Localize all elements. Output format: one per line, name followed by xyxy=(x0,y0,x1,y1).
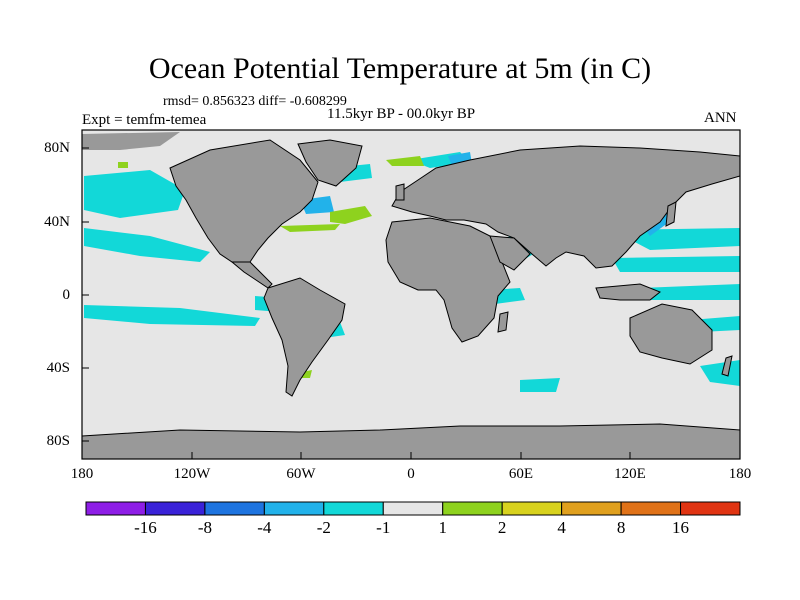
green-anomaly-patches xyxy=(118,156,424,378)
y-tick-80s: 80S xyxy=(46,433,70,449)
x-tick-0: 0 xyxy=(407,466,415,482)
antarctica xyxy=(82,423,740,459)
x-tick-60e: 60E xyxy=(508,466,534,482)
season-label: ANN xyxy=(704,110,737,126)
colorbar-label: -16 xyxy=(134,518,157,537)
colorbar-swatch xyxy=(144,501,206,516)
x-tick-60w: 60W xyxy=(286,466,316,482)
british-isles xyxy=(395,183,405,201)
colorbar-label: 16 xyxy=(672,518,690,537)
experiment-label: Expt = temfm-temea xyxy=(82,112,207,128)
y-tick-40s: 40S xyxy=(46,360,70,376)
map-plot-area xyxy=(82,130,740,459)
colorbar-label: 2 xyxy=(497,518,507,537)
colorbar-swatch xyxy=(204,501,265,516)
colorbar-label: -2 xyxy=(316,518,331,537)
stats-label: rmsd= 0.856323 diff= -0.608299 xyxy=(163,94,347,109)
y-tick-40n: 40N xyxy=(44,214,70,230)
central-america xyxy=(230,261,273,289)
eurasia xyxy=(391,145,740,269)
colorbar-swatch xyxy=(620,501,682,516)
africa xyxy=(385,217,511,343)
land-masses xyxy=(82,132,740,459)
period-label: 11.5kyr BP - 00.0kyr BP xyxy=(327,106,476,122)
new-zealand xyxy=(721,355,733,377)
madagascar xyxy=(497,311,509,333)
y-tick-80n: 80N xyxy=(44,140,70,156)
australia xyxy=(629,303,713,365)
colorbar-swatch xyxy=(323,501,384,516)
south-america xyxy=(263,277,346,397)
colorbar-swatch xyxy=(85,501,146,516)
colorbar-swatch xyxy=(561,501,622,516)
colorbar-swatch xyxy=(680,501,741,516)
map-title: Ocean Potential Temperature at 5m (in C) xyxy=(148,52,652,85)
indonesia xyxy=(595,283,661,301)
colorbar xyxy=(85,501,741,516)
colorbar-label: -4 xyxy=(257,518,272,537)
x-tick-120w: 120W xyxy=(173,466,211,482)
colorbar-swatch xyxy=(263,501,325,516)
colorbar-label: 8 xyxy=(616,518,626,537)
greenland xyxy=(297,139,363,187)
north-america xyxy=(169,139,319,263)
x-tick-180e: 180 xyxy=(728,466,752,482)
x-tick-180w: 180 xyxy=(70,466,94,482)
colorbar-swatch xyxy=(382,501,444,516)
x-tick-120e: 120E xyxy=(614,466,646,482)
axis-ticks xyxy=(81,147,741,459)
y-tick-0: 0 xyxy=(62,287,71,303)
arctic-islands xyxy=(82,132,180,150)
colorbar-swatch xyxy=(501,501,563,516)
arabia xyxy=(489,235,531,271)
japan xyxy=(665,201,677,227)
colorbar-label: -1 xyxy=(376,518,391,537)
colorbar-label: -8 xyxy=(197,518,212,537)
colorbar-swatch xyxy=(442,501,503,516)
colorbar-label: 1 xyxy=(438,518,447,537)
colorbar-label: 4 xyxy=(557,518,566,537)
